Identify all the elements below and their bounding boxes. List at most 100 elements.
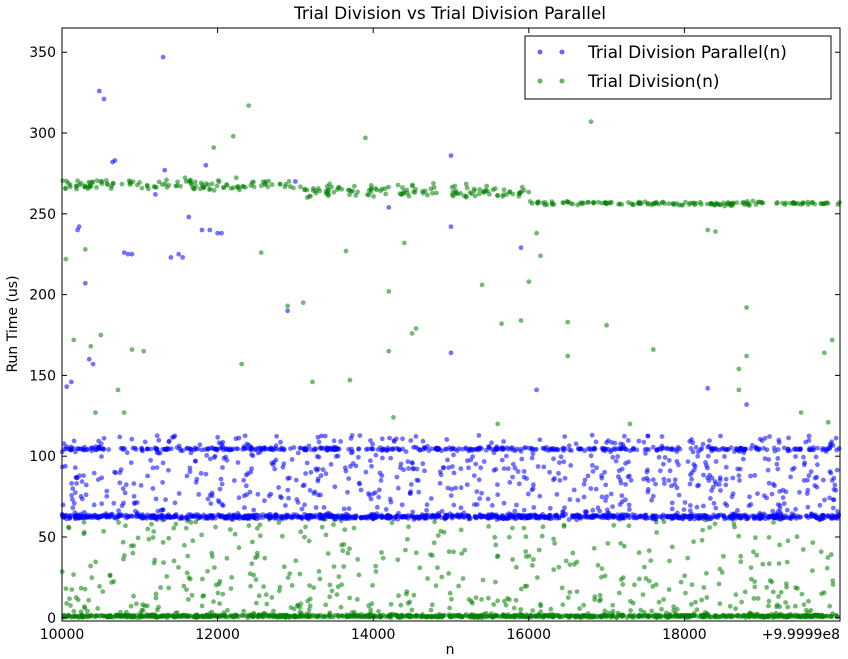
- data-point-parallel: [124, 450, 130, 456]
- data-point-parallel: [832, 482, 838, 488]
- data-point-serial: [406, 524, 411, 530]
- data-point-parallel: [495, 492, 501, 498]
- data-point-serial: [404, 591, 409, 597]
- data-point-parallel: [69, 481, 74, 486]
- data-point-parallel: [131, 481, 137, 486]
- data-point-parallel: [593, 439, 599, 445]
- data-point-serial: [340, 548, 346, 554]
- data-point-parallel: [69, 493, 74, 498]
- data-point-parallel: [260, 512, 266, 517]
- data-point-parallel: [426, 448, 432, 453]
- data-point-parallel: [623, 482, 628, 487]
- data-point-serial: [630, 600, 636, 606]
- data-point-parallel: [748, 473, 753, 479]
- legend: Trial Division Parallel(n) Trial Divisio…: [524, 35, 832, 100]
- data-point-serial: [429, 602, 435, 608]
- data-point-serial: [610, 608, 616, 614]
- data-point-parallel: [784, 507, 790, 513]
- data-point-parallel: [403, 449, 409, 454]
- data-point-serial: [699, 537, 705, 543]
- data-point-parallel: [216, 513, 222, 518]
- data-point-serial: [448, 614, 454, 620]
- data-point-serial: [221, 610, 227, 615]
- data-point-serial: [166, 535, 172, 541]
- data-point-serial: [435, 533, 441, 538]
- data-point-serial: [810, 568, 815, 573]
- data-point-serial: [253, 577, 259, 582]
- data-point-parallel: [699, 446, 705, 451]
- data-point-parallel: [254, 512, 259, 518]
- data-point-parallel: [567, 497, 573, 502]
- data-point-parallel: [474, 489, 480, 494]
- data-point-serial: [103, 178, 109, 183]
- data-point-parallel: [581, 481, 587, 487]
- data-point-parallel: [317, 511, 323, 517]
- data-point-parallel: [482, 513, 487, 519]
- data-point-parallel: [689, 437, 694, 442]
- data-point-parallel: [690, 449, 696, 455]
- data-point-serial: [158, 585, 164, 590]
- data-point-serial: [551, 567, 557, 573]
- data-point-parallel: [325, 510, 331, 516]
- data-point-serial: [576, 614, 582, 619]
- data-point-parallel: [631, 514, 637, 520]
- data-point-parallel: [616, 474, 621, 479]
- data-point-parallel: [588, 486, 594, 491]
- data-point-serial: [619, 202, 625, 207]
- data-point-serial: [660, 199, 666, 205]
- data-point-parallel: [203, 162, 209, 168]
- data-point-serial: [249, 180, 255, 186]
- data-point-parallel: [512, 448, 518, 454]
- data-point-parallel: [554, 492, 560, 497]
- data-point-parallel: [654, 447, 660, 453]
- data-point-serial: [303, 524, 308, 530]
- data-point-serial: [495, 193, 501, 199]
- data-point-serial: [752, 579, 758, 584]
- data-point-parallel: [96, 438, 101, 444]
- data-point-parallel: [788, 474, 793, 480]
- data-point-parallel: [365, 446, 371, 452]
- data-point-parallel: [644, 469, 650, 475]
- data-point-serial: [64, 178, 69, 184]
- data-point-serial: [678, 579, 684, 585]
- data-point-serial: [339, 186, 345, 192]
- data-point-parallel: [374, 511, 380, 517]
- data-point-parallel: [504, 453, 509, 459]
- data-point-parallel: [649, 497, 654, 503]
- data-point-parallel: [501, 500, 507, 506]
- data-point-serial: [86, 614, 92, 619]
- data-point-parallel: [700, 441, 706, 447]
- data-point-serial: [215, 590, 221, 596]
- data-point-parallel: [192, 458, 198, 464]
- data-point-serial: [192, 614, 197, 620]
- data-point-serial: [441, 529, 447, 535]
- data-point-parallel: [780, 495, 786, 500]
- data-point-parallel: [674, 459, 680, 464]
- data-point-parallel: [214, 447, 220, 453]
- data-point-parallel: [299, 506, 305, 512]
- data-point-serial: [640, 592, 646, 597]
- data-point-parallel: [432, 446, 438, 452]
- data-point-serial: [343, 248, 349, 254]
- data-point-parallel: [81, 510, 87, 515]
- data-point-parallel: [594, 465, 599, 471]
- data-point-serial: [674, 201, 680, 206]
- data-point-parallel: [70, 505, 76, 511]
- data-point-serial: [646, 578, 652, 584]
- data-point-serial: [467, 190, 473, 195]
- data-point-serial: [801, 602, 807, 607]
- data-point-serial: [492, 186, 498, 192]
- data-point-parallel: [272, 466, 278, 472]
- data-point-serial: [433, 583, 439, 589]
- data-point-parallel: [444, 437, 450, 442]
- data-point-serial: [702, 610, 708, 615]
- data-point-serial: [671, 604, 677, 610]
- data-point-parallel: [303, 471, 308, 476]
- data-point-serial: [341, 564, 347, 569]
- data-point-serial: [778, 611, 784, 617]
- data-point-parallel: [495, 514, 500, 520]
- data-point-parallel: [444, 512, 450, 518]
- data-point-parallel: [789, 511, 795, 516]
- legend-marker-serial: [537, 78, 543, 84]
- data-point-serial: [425, 192, 430, 198]
